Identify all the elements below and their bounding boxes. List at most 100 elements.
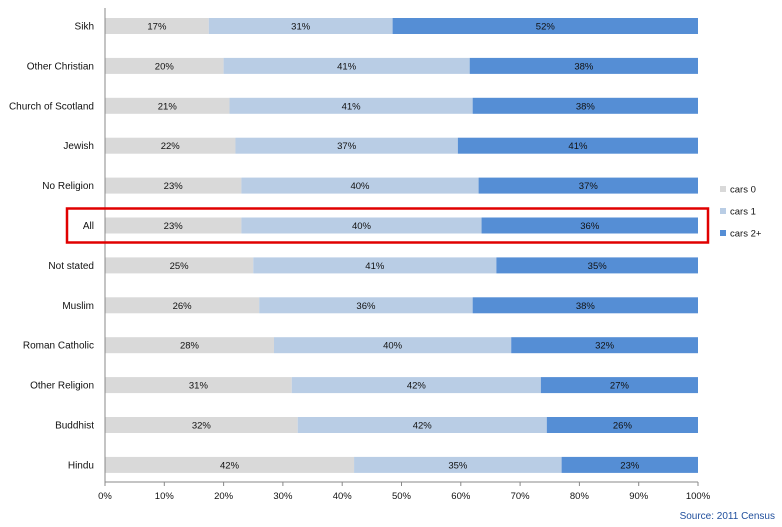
bar-sikh-cars-1 bbox=[208, 18, 393, 34]
data-label-other-christian-cars-0: 20% bbox=[155, 61, 175, 72]
bar-other-christian-cars-0 bbox=[105, 57, 224, 74]
data-label-other-religion-cars-1: 42% bbox=[407, 381, 427, 392]
data-label-roman-catholic-cars-1: 40% bbox=[383, 341, 403, 352]
bar-all-cars-2 bbox=[481, 217, 698, 234]
x-tick-label-8: 80% bbox=[570, 491, 590, 502]
x-tick-label-7: 70% bbox=[511, 491, 531, 502]
highlight-box-all bbox=[65, 207, 710, 244]
bar-all-cars-0 bbox=[105, 217, 242, 234]
category-labels: Sikh Other Christian Church of Scotland Jew… bbox=[9, 22, 94, 472]
data-label-hindu-cars-0: 42% bbox=[220, 460, 240, 471]
data-label-other-christian-cars-1: 41% bbox=[337, 61, 357, 72]
data-label-church-of-scotland-cars-1: 41% bbox=[342, 101, 362, 112]
legend: cars 0 cars 1 cars 2+ bbox=[720, 185, 762, 240]
data-label-roman-catholic-cars-0: 28% bbox=[180, 341, 200, 352]
data-label-church-of-scotland-cars-2: 38% bbox=[576, 101, 596, 112]
bar-roman-catholic-cars-2 bbox=[511, 337, 698, 354]
bar-other-religion-cars-2 bbox=[540, 377, 698, 394]
data-label-buddhist-cars-0: 32% bbox=[192, 421, 212, 432]
bar-muslim-cars-0 bbox=[105, 297, 260, 314]
category-label-all: All bbox=[83, 221, 94, 232]
data-label-no-religion-cars-1: 40% bbox=[350, 181, 370, 192]
bar-other-christian-cars-1 bbox=[223, 57, 470, 74]
bar-buddhist-cars-2 bbox=[546, 417, 698, 433]
bar-no-religion-cars-0 bbox=[105, 177, 242, 194]
data-label-muslim-cars-1: 36% bbox=[356, 301, 376, 312]
x-tick-label-6: 60% bbox=[451, 491, 471, 502]
data-label-sikh-cars-2: 52% bbox=[536, 22, 556, 33]
data-label-no-religion-cars-2: 37% bbox=[579, 181, 599, 192]
bar-other-religion-cars-0 bbox=[105, 377, 292, 394]
category-label-no-religion: No Religion bbox=[42, 181, 94, 192]
bar-jewish-cars-1 bbox=[235, 137, 458, 154]
bar-buddhist-cars-1 bbox=[297, 417, 547, 433]
bars-layer: 17% 31% 52% 20% 41% 38% 21% 41% 38% 22% 37% 41% 23% 4… bbox=[105, 18, 698, 473]
legend-swatch-cars-0 bbox=[720, 186, 726, 192]
category-label-buddhist: Buddhist bbox=[55, 421, 94, 432]
x-tick-label-9: 90% bbox=[629, 491, 649, 502]
category-label-muslim: Muslim bbox=[62, 301, 94, 312]
x-tick-label-4: 40% bbox=[333, 491, 353, 502]
x-tick-label-2: 20% bbox=[214, 491, 234, 502]
data-label-jewish-cars-1: 37% bbox=[337, 141, 357, 152]
data-label-not-stated-cars-0: 25% bbox=[170, 261, 190, 272]
data-label-other-christian-cars-2: 38% bbox=[574, 61, 594, 72]
category-label-other-christian: Other Christian bbox=[27, 61, 94, 72]
data-label-not-stated-cars-1: 41% bbox=[365, 261, 385, 272]
bar-muslim-cars-1 bbox=[259, 297, 473, 314]
data-label-church-of-scotland-cars-0: 21% bbox=[158, 101, 178, 112]
data-label-hindu-cars-1: 35% bbox=[448, 460, 468, 471]
bar-hindu-cars-0 bbox=[105, 456, 355, 473]
data-label-other-religion-cars-0: 31% bbox=[189, 381, 209, 392]
legend-label-cars-2: cars 2+ bbox=[730, 229, 762, 240]
bar-church-of-scotland-cars-0 bbox=[105, 97, 230, 114]
x-axis: 0% 10% 20% 30% 40% 50% 60% 70% 80% 90% 100% bbox=[98, 8, 711, 502]
data-label-sikh-cars-1: 31% bbox=[291, 22, 311, 33]
bar-not-stated-cars-0 bbox=[105, 257, 254, 274]
category-label-sikh: Sikh bbox=[75, 22, 94, 33]
legend-label-cars-1: cars 1 bbox=[730, 207, 756, 218]
category-label-hindu: Hindu bbox=[68, 460, 94, 471]
data-label-roman-catholic-cars-2: 32% bbox=[595, 341, 615, 352]
data-label-jewish-cars-2: 41% bbox=[568, 141, 588, 152]
bar-other-christian-cars-2 bbox=[469, 57, 698, 74]
bar-other-religion-cars-1 bbox=[291, 377, 541, 394]
x-tick-label-1: 10% bbox=[155, 491, 175, 502]
category-label-church-of-scotland: Church of Scotland bbox=[9, 101, 94, 112]
bar-sikh-cars-2 bbox=[392, 18, 698, 34]
data-label-sikh-cars-0: 17% bbox=[147, 22, 167, 33]
bar-jewish-cars-0 bbox=[105, 137, 236, 154]
bar-no-religion-cars-2 bbox=[478, 177, 698, 194]
bar-jewish-cars-2 bbox=[457, 137, 698, 154]
legend-swatch-cars-2 bbox=[720, 230, 726, 236]
bar-sikh-cars-0 bbox=[105, 18, 209, 34]
legend-swatch-cars-1 bbox=[720, 208, 726, 214]
bar-no-religion-cars-1 bbox=[241, 177, 479, 194]
bar-all-cars-1 bbox=[241, 217, 482, 234]
data-label-other-religion-cars-2: 27% bbox=[610, 381, 630, 392]
x-tick-label-5: 50% bbox=[392, 491, 412, 502]
bar-roman-catholic-cars-0 bbox=[105, 337, 275, 354]
legend-label-cars-0: cars 0 bbox=[730, 185, 756, 196]
category-label-roman-catholic: Roman Catholic bbox=[23, 341, 94, 352]
bar-not-stated-cars-1 bbox=[253, 257, 497, 274]
x-tick-label-10: 100% bbox=[686, 491, 711, 502]
bar-church-of-scotland-cars-1 bbox=[229, 97, 473, 114]
bar-muslim-cars-2 bbox=[472, 297, 698, 314]
data-label-muslim-cars-2: 38% bbox=[576, 301, 596, 312]
category-label-jewish: Jewish bbox=[63, 141, 94, 152]
category-label-other-religion: Other Religion bbox=[30, 381, 94, 392]
data-label-buddhist-cars-2: 26% bbox=[613, 421, 633, 432]
data-label-buddhist-cars-1: 42% bbox=[413, 421, 433, 432]
data-label-jewish-cars-0: 22% bbox=[161, 141, 181, 152]
source-note: Source: 2011 Census bbox=[680, 511, 775, 522]
bar-not-stated-cars-2 bbox=[496, 257, 698, 274]
bar-hindu-cars-2 bbox=[561, 456, 698, 473]
data-label-all-cars-1: 40% bbox=[352, 221, 372, 232]
bar-church-of-scotland-cars-2 bbox=[472, 97, 698, 114]
data-label-hindu-cars-2: 23% bbox=[620, 460, 640, 471]
x-tick-label-0: 0% bbox=[98, 491, 112, 502]
bar-buddhist-cars-0 bbox=[105, 417, 298, 433]
category-label-not-stated: Not stated bbox=[48, 261, 94, 272]
